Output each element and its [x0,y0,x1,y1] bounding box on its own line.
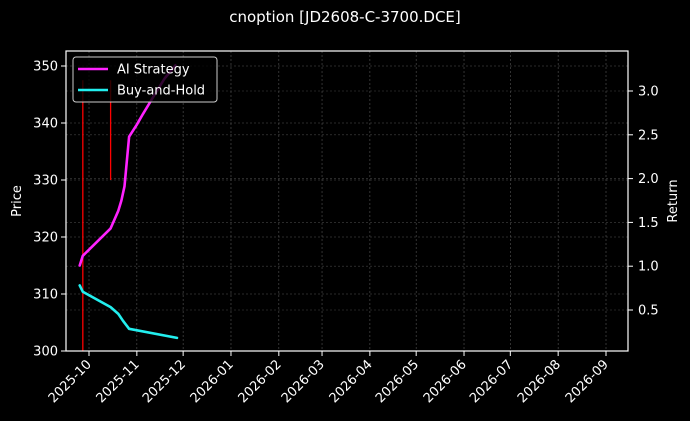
svg-text:300: 300 [33,345,58,360]
data-series [78,64,179,340]
svg-text:2025-10: 2025-10 [46,357,95,406]
svg-text:1.5: 1.5 [638,216,659,231]
svg-text:2026-07: 2026-07 [467,357,516,406]
chart-title: cnoption [JD2608-C-3700.DCE] [229,8,461,26]
svg-text:AI Strategy: AI Strategy [117,63,190,78]
x-axis: 2025-102025-112025-122026-012026-022026-… [46,351,612,406]
svg-text:2026-08: 2026-08 [515,357,564,406]
svg-text:2.5: 2.5 [638,128,659,143]
svg-text:350: 350 [33,60,58,75]
svg-text:Buy-and-Hold: Buy-and-Hold [117,84,205,99]
svg-text:2026-05: 2026-05 [373,357,422,406]
svg-text:2.0: 2.0 [638,172,659,187]
svg-text:1.0: 1.0 [638,260,659,275]
svg-text:2026-03: 2026-03 [279,357,328,406]
svg-text:3.0: 3.0 [638,85,659,100]
svg-text:2026-06: 2026-06 [421,357,470,406]
svg-text:2026-01: 2026-01 [188,357,237,406]
svg-text:2026-09: 2026-09 [563,357,612,406]
svg-text:320: 320 [33,231,58,246]
svg-text:2026-04: 2026-04 [327,357,376,406]
y-axis-left: 300 310 320 330 340 350 [33,60,66,360]
legend: AI Strategy Buy-and-Hold [72,56,218,103]
y-axis-right-label: Return [666,179,681,222]
svg-text:330: 330 [33,174,58,189]
svg-text:2025-12: 2025-12 [140,357,189,406]
plot-frame [65,50,629,352]
y-axis-right: 0.5 1.0 1.5 2.0 2.5 3.0 [628,85,659,319]
svg-text:2025-11: 2025-11 [94,357,143,406]
svg-text:0.5: 0.5 [638,304,659,319]
signal-lines [82,80,112,351]
svg-text:2026-02: 2026-02 [236,357,285,406]
svg-text:310: 310 [33,288,58,303]
y-axis-label: Price [10,185,25,217]
svg-text:340: 340 [33,117,58,132]
